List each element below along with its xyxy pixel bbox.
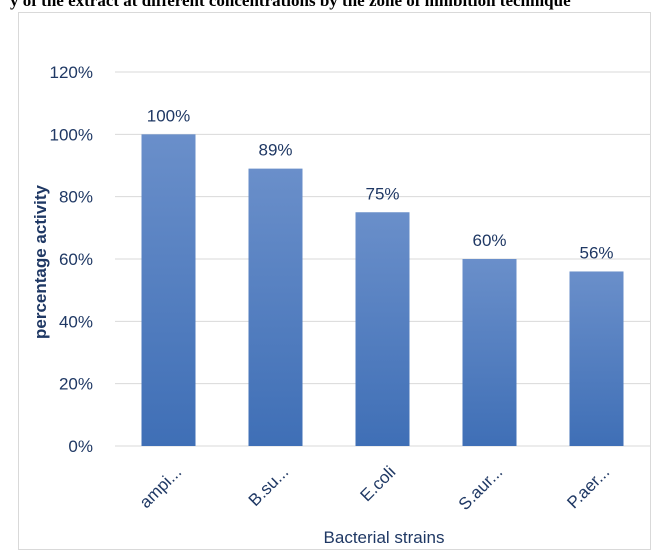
x-axis-tick-labels: ampi... B.su... E.coli S.aur... P.aer... [136,462,614,514]
y-tick-label: 80% [59,188,93,207]
y-tick-label: 20% [59,375,93,394]
bar [355,212,410,446]
x-tick-label: E.coli [356,462,399,505]
data-label: 60% [472,231,506,250]
x-axis-label: Bacterial strains [324,528,445,547]
bars [141,134,624,447]
bar [462,259,517,446]
page-caption: y of the extract at different concentrat… [10,0,571,10]
x-tick-label: ampi... [136,462,186,512]
y-tick-label: 60% [59,250,93,269]
bar [569,271,624,446]
x-tick-label: S.aur... [455,462,507,514]
y-tick-label: 100% [50,125,93,144]
y-tick-label: 120% [50,63,93,82]
y-tick-label: 0% [68,437,93,456]
data-label: 89% [258,141,292,160]
page-caption-strip: y of the extract at different concentrat… [0,0,659,14]
data-label: 56% [579,243,613,262]
data-label: 75% [365,184,399,203]
y-tick-label: 40% [59,312,93,331]
bar [248,168,303,446]
y-axis-tick-labels: 0% 20% 40% 60% 80% 100% 120% [50,63,93,456]
y-axis-label: percentage activity [31,184,50,339]
chart-area [18,12,651,550]
x-tick-label: B.su... [245,462,293,510]
data-labels: 100% 89% 75% 60% 56% [147,106,614,262]
x-tick-label: P.aer... [563,462,613,512]
data-label: 100% [147,106,190,125]
bar [141,134,196,447]
